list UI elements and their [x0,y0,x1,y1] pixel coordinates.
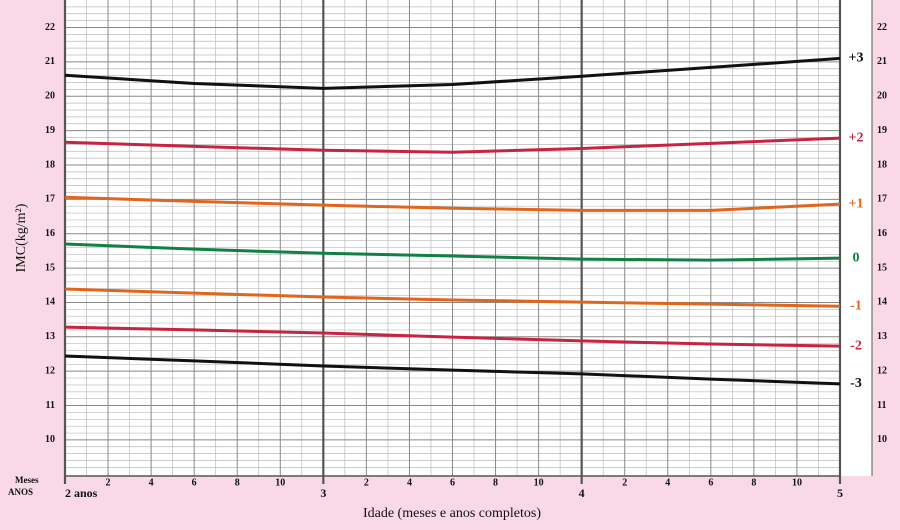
series-label: +3 [849,51,864,66]
x-major-tick-label: 2 anos [65,486,98,500]
x-tick-label: 8 [493,477,498,488]
y-tick-label-right: 12 [877,365,887,376]
major-unit-label: ANOS [8,487,33,497]
y-tick-label: 11 [46,400,55,411]
series-label: -1 [850,298,862,313]
y-tick-label: 13 [45,331,55,342]
y-tick-label: 14 [45,297,55,308]
y-tick-label-right: 16 [877,228,887,239]
series-line [64,195,841,212]
x-tick-label: 6 [708,477,713,488]
series-line [64,325,841,348]
series-line [64,56,841,90]
series-line [64,242,841,262]
y-tick-label: 20 [45,91,55,102]
minor-unit-label: Meses [15,475,39,485]
series-label: 0 [853,250,860,265]
series-line [64,354,841,386]
y-tick-label: 22 [45,22,55,33]
y-tick-label-right: 14 [877,297,887,308]
series-line [64,136,841,154]
x-tick-label: 8 [235,477,240,488]
y-tick-label: 17 [45,194,55,205]
x-major-tick-label: 5 [837,486,843,500]
plot-background [65,0,872,476]
x-tick-label: 10 [534,477,544,488]
x-tick-label: 10 [792,477,802,488]
y-tick-label-right: 13 [877,331,887,342]
y-tick-label-right: 22 [877,22,887,33]
y-tick-label: 18 [45,159,55,170]
y-tick-label-right: 11 [877,400,886,411]
x-major-tick-label: 4 [579,486,585,500]
y-tick-label-right: 21 [877,56,887,67]
x-tick-label: 2 [106,477,111,488]
y-tick-label-right: 17 [877,194,887,205]
x-tick-label: 4 [149,477,154,488]
series-label: +2 [849,130,864,145]
y-tick-label-right: 20 [877,91,887,102]
y-tick-label: 21 [45,56,55,67]
y-tick-label-right: 10 [877,434,887,445]
series-line [64,287,841,308]
x-tick-label: 2 [364,477,369,488]
x-axis-label: Idade (meses e anos completos) [363,506,541,521]
y-tick-label: 12 [45,365,55,376]
y-tick-label: 15 [45,262,55,273]
x-tick-label: 6 [450,477,455,488]
x-tick-label: 2 [622,477,627,488]
y-tick-label: 19 [45,125,55,136]
x-major-tick-label: 3 [320,486,326,500]
y-tick-label-right: 15 [877,262,887,273]
y-tick-label-right: 19 [877,125,887,136]
x-tick-label: 8 [751,477,756,488]
x-tick-label: 10 [275,477,285,488]
series-label: +1 [849,196,864,211]
x-tick-label: 4 [407,477,412,488]
x-tick-label: 4 [665,477,670,488]
series-label: -2 [850,338,862,353]
y-axis-label: IMC(kg/m²) [14,203,29,272]
y-tick-label: 16 [45,228,55,239]
x-tick-label: 6 [192,477,197,488]
series-label: -3 [850,376,862,391]
y-tick-label: 10 [45,434,55,445]
y-tick-label-right: 18 [877,159,887,170]
